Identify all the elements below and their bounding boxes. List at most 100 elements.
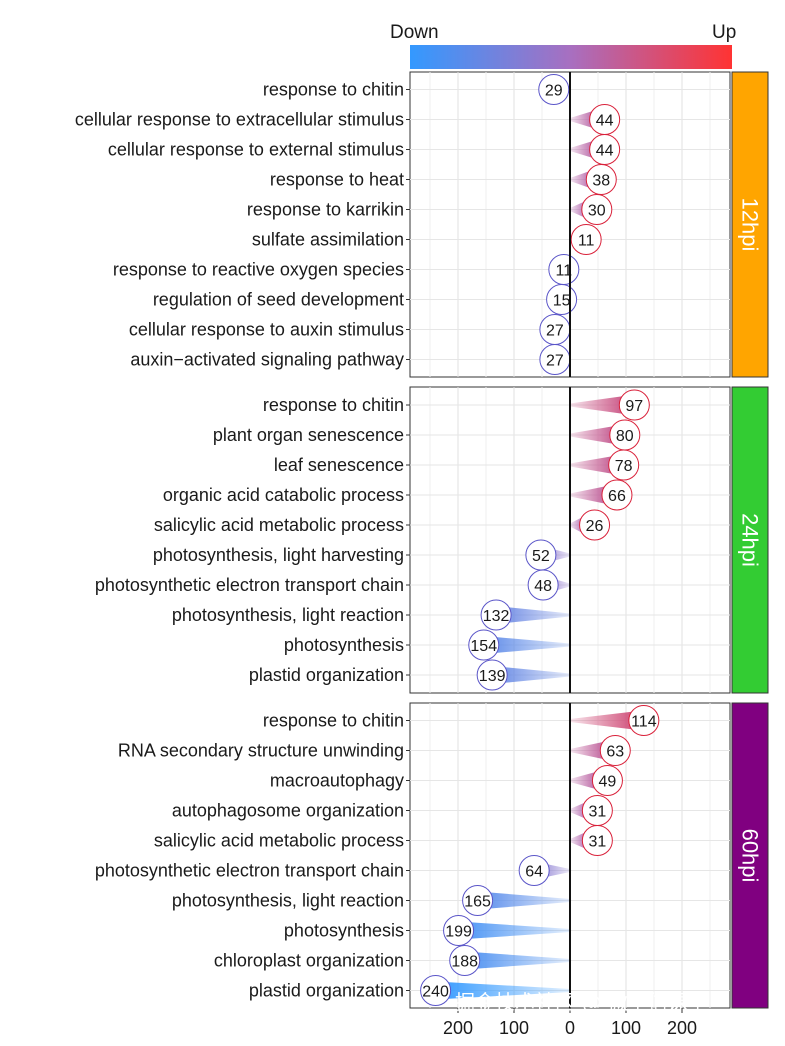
term-bar xyxy=(458,921,570,940)
term-row: regulation of seed development 15 xyxy=(153,284,578,315)
term-bar xyxy=(570,426,615,444)
term-label: organic acid catabolic process xyxy=(163,485,404,505)
term-row: photosynthesis 199 xyxy=(284,915,570,946)
term-bar xyxy=(570,110,595,129)
count-circle xyxy=(585,164,617,195)
count-label: 199 xyxy=(445,924,472,941)
count-label: 165 xyxy=(464,894,491,911)
count-label: 27 xyxy=(546,323,564,340)
term-row: plastid organization 139 xyxy=(249,659,570,691)
count-label: 44 xyxy=(596,143,614,160)
term-row: cellular response to auxin stimulus 27 xyxy=(129,314,571,345)
term-bar xyxy=(570,486,607,504)
count-circle xyxy=(579,509,611,541)
count-label: 11 xyxy=(556,263,573,280)
count-label: 66 xyxy=(608,488,626,505)
count-label: 26 xyxy=(586,518,604,535)
legend-up-label: Up xyxy=(712,22,736,43)
term-bar xyxy=(570,711,634,730)
count-circle xyxy=(601,479,633,511)
count-circle xyxy=(449,945,481,976)
count-circle xyxy=(570,224,602,255)
facet-panels: response to chitin 29 cellular response to… xyxy=(75,71,769,1009)
term-bar xyxy=(570,771,598,790)
term-bar xyxy=(570,396,625,414)
count-label: 15 xyxy=(553,293,571,310)
term-label: auxin−activated signaling pathway xyxy=(130,350,404,370)
count-label: 154 xyxy=(470,638,497,655)
term-row: sulfate assimilation 11 xyxy=(252,224,602,255)
term-row: chloroplast organization 188 xyxy=(214,945,570,976)
count-label: 80 xyxy=(616,428,634,445)
term-label: cellular response to external stimulus xyxy=(108,140,404,160)
term-bar xyxy=(483,636,570,654)
count-circle xyxy=(480,599,512,631)
term-bar xyxy=(477,891,570,910)
term-label: response to chitin xyxy=(263,395,404,415)
term-label: response to heat xyxy=(270,170,404,190)
term-label: chloroplast organization xyxy=(214,951,404,971)
term-label: regulation of seed development xyxy=(153,290,404,310)
count-circle xyxy=(591,765,623,796)
term-label: leaf senescence xyxy=(274,455,404,475)
term-label: salicylic acid metabolic process xyxy=(154,831,404,851)
term-row: response to karrikin 30 xyxy=(247,194,613,225)
term-label: macroautophagy xyxy=(270,771,404,791)
count-circle xyxy=(443,915,475,946)
term-bar xyxy=(570,456,614,474)
count-label: 30 xyxy=(588,203,606,220)
count-label: 97 xyxy=(625,398,643,415)
term-label: response to karrikin xyxy=(247,200,404,220)
count-circle xyxy=(581,194,613,225)
count-label: 11 xyxy=(578,233,595,250)
term-label: photosynthesis, light reaction xyxy=(172,605,404,625)
term-row: plastid organization 240 xyxy=(249,975,570,1006)
watermark-text: 掘金技术社区 @ 微生信课堂 xyxy=(455,990,708,1014)
term-row: RNA secondary structure unwinding 63 xyxy=(118,735,631,766)
count-label: 48 xyxy=(534,578,552,595)
facet-strip-label: 12hpi xyxy=(738,198,763,252)
x-tick-label: 100 xyxy=(611,1018,641,1038)
count-label: 114 xyxy=(631,714,657,731)
term-label: cellular response to extracellular stimu… xyxy=(75,110,404,130)
term-row: response to chitin 114 xyxy=(263,705,660,736)
term-row: autophagosome organization 31 xyxy=(172,795,613,826)
x-axis: 200 100 0 100 200 xyxy=(443,1008,697,1038)
term-label: response to chitin xyxy=(263,711,404,731)
term-row: cellular response to extracellular stimu… xyxy=(75,104,621,135)
count-label: 31 xyxy=(588,804,606,821)
term-bar xyxy=(435,981,570,1000)
term-label: autophagosome organization xyxy=(172,801,404,821)
count-label: 188 xyxy=(451,954,478,971)
term-label: RNA secondary structure unwinding xyxy=(118,741,404,761)
term-row: response to chitin 97 xyxy=(263,389,650,421)
term-bar xyxy=(496,606,570,624)
count-label: 44 xyxy=(596,113,614,130)
term-label: cellular response to auxin stimulus xyxy=(129,320,404,340)
term-row: response to chitin 29 xyxy=(263,74,570,105)
count-circle xyxy=(599,735,631,766)
term-row: response to reactive oxygen species 11 xyxy=(113,254,580,285)
term-label: plastid organization xyxy=(249,665,404,685)
count-label: 132 xyxy=(483,608,510,625)
count-label: 38 xyxy=(592,173,610,190)
term-label: plant organ senescence xyxy=(213,425,404,445)
legend-down-label: Down xyxy=(390,22,439,43)
count-circle xyxy=(476,659,508,691)
term-row: photosynthesis, light reaction 132 xyxy=(172,599,570,631)
term-label: photosynthesis, light harvesting xyxy=(153,545,404,565)
facet-strip-label: 60hpi xyxy=(738,829,763,883)
term-label: plastid organization xyxy=(249,981,404,1001)
term-row: cellular response to external stimulus 44 xyxy=(108,134,621,165)
panel-24hpi: response to chitin 97 plant organ senescen… xyxy=(95,386,769,694)
count-label: 29 xyxy=(545,83,563,100)
count-circle xyxy=(628,705,660,736)
term-row: auxin−activated signaling pathway 27 xyxy=(130,344,571,375)
term-row: organic acid catabolic process 66 xyxy=(163,479,633,511)
term-row: photosynthesis 154 xyxy=(284,629,570,661)
term-row: macroautophagy 49 xyxy=(270,765,623,796)
term-label: sulfate assimilation xyxy=(252,230,404,250)
count-circle xyxy=(420,975,452,1006)
